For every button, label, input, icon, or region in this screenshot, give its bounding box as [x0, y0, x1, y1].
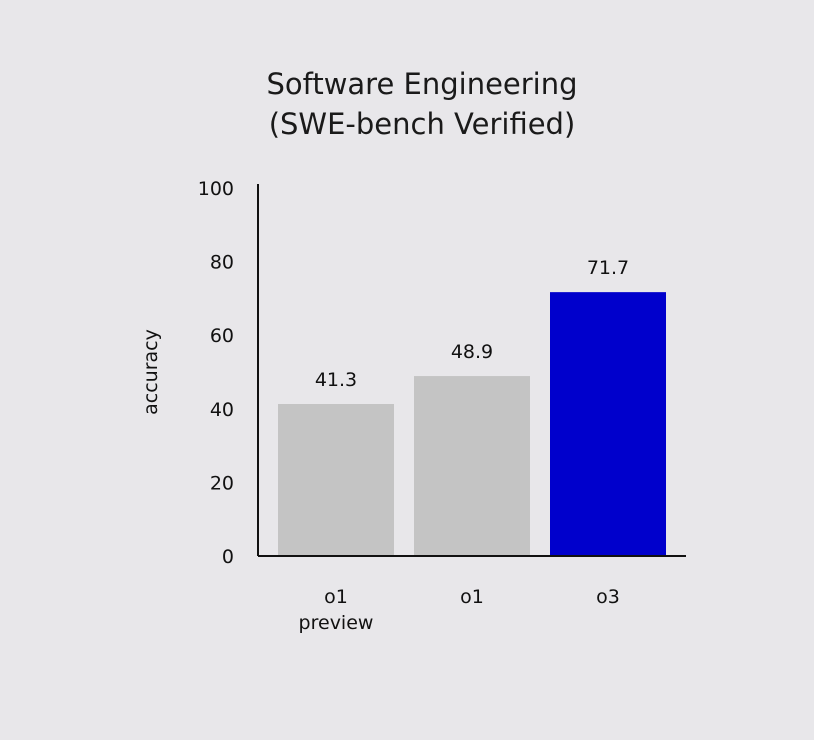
y-tick-label: 0 [222, 546, 234, 568]
chart-title: Software Engineering (SWE-bench Verified… [0, 64, 814, 144]
category-label: o3 [596, 586, 620, 608]
bar-value-label: 41.3 [315, 369, 357, 391]
bars [278, 292, 666, 555]
y-tick-label: 100 [198, 178, 234, 200]
value-labels: 41.3 48.9 71.7 [315, 257, 629, 391]
chart-title-line-2: (SWE-bench Verified) [268, 107, 576, 141]
chart-title-line-1: Software Engineering [266, 67, 578, 101]
y-tick-label: 20 [210, 472, 234, 494]
y-axis-title: accuracy [140, 329, 162, 415]
category-label: o1 [460, 586, 484, 608]
bar-value-label: 48.9 [451, 341, 493, 363]
category-labels: o1 preview o1 o3 [299, 586, 620, 634]
bar-value-label: 71.7 [587, 257, 629, 279]
bar [414, 376, 530, 555]
bar [278, 404, 394, 555]
y-tick-label: 80 [210, 252, 234, 274]
bar [550, 292, 666, 555]
y-tick-label: 60 [210, 325, 234, 347]
category-label: o1 [324, 586, 348, 608]
category-label: preview [299, 612, 374, 634]
y-axis-ticks: 0 20 40 60 80 100 [198, 178, 234, 568]
y-tick-label: 40 [210, 399, 234, 421]
